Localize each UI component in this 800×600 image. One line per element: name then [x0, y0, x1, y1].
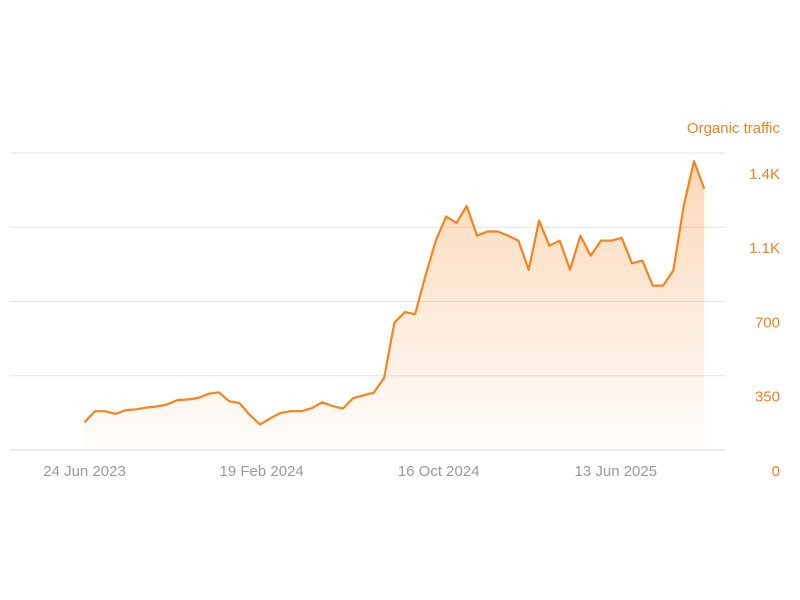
traffic-line [83, 160, 706, 426]
x-tick-label: 16 Oct 2024 [398, 463, 480, 480]
y-tick-label: 1.4K [749, 166, 780, 183]
y-tick-label: 0 [772, 463, 780, 480]
x-tick-label: 19 Feb 2024 [219, 463, 303, 480]
x-tick-label: 24 Jun 2023 [43, 463, 126, 480]
y-axis-title: Organic traffic [687, 120, 781, 137]
x-tick-label: 13 Jun 2025 [575, 463, 658, 480]
y-tick-label: 700 [755, 314, 780, 331]
y-tick-label: 350 [755, 389, 780, 406]
area-fill [84, 161, 705, 450]
y-tick-label: 1.1K [749, 240, 780, 257]
